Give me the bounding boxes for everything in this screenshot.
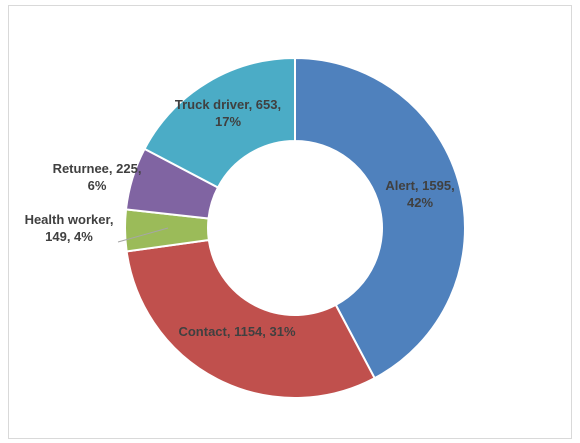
data-label: Contact, 1154, 31%: [178, 324, 296, 339]
donut-slice: [125, 238, 376, 399]
donut-slice: [294, 56, 466, 380]
data-label: Alert, 1595, 42%: [385, 178, 455, 210]
donut-slice: [143, 56, 296, 189]
data-label: Truck driver, 653, 17%: [174, 97, 282, 129]
chart-frame: [8, 5, 572, 439]
leader-line: [117, 227, 169, 243]
data-label: Returnee, 225, 6%: [52, 161, 142, 193]
data-label: Health worker, 149, 4%: [24, 212, 114, 244]
